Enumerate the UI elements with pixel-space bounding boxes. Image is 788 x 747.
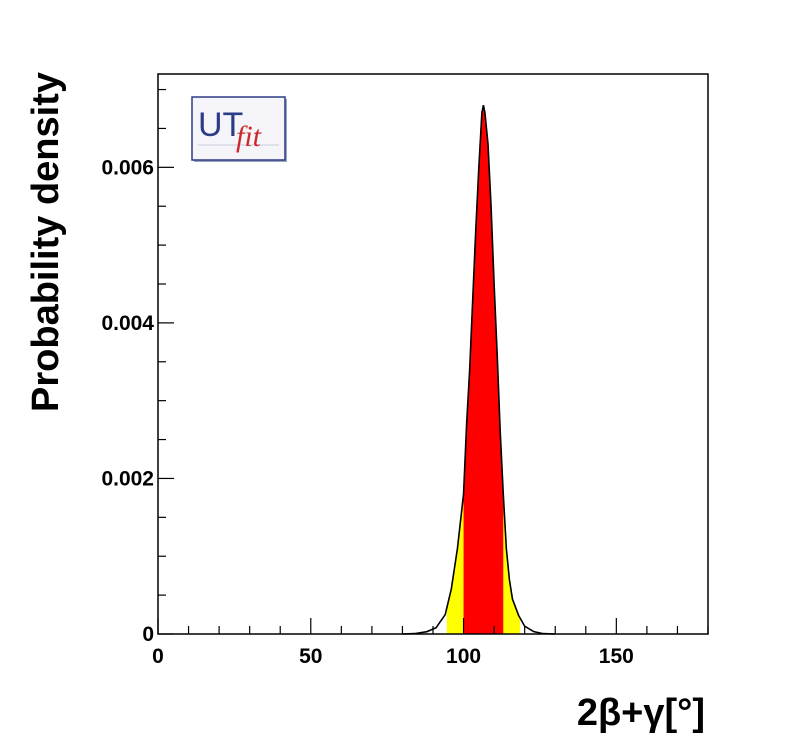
x-axis-title: 2β+γ[°] (577, 692, 705, 734)
logo-text-ut: UT (198, 106, 243, 144)
x-tick-label: 50 (299, 645, 322, 668)
x-tick-label: 0 (152, 645, 164, 668)
x-tick-label: 100 (446, 645, 481, 668)
y-tick-label: 0 (142, 623, 154, 646)
y-tick-label: 0.002 (101, 467, 154, 490)
y-axis-title: Probability density (25, 72, 67, 412)
x-tick-label: 150 (599, 645, 634, 668)
interval-area-68pct (463, 105, 504, 635)
density-curve (402, 104, 556, 635)
logo-box (191, 96, 286, 161)
y-tick-label: 0.004 (101, 312, 154, 335)
interval-areas (446, 105, 521, 635)
tick-labels: 0 50 100 150 0 0.002 0.004 0.006 (101, 156, 633, 668)
axis-ticks (157, 88, 709, 635)
y-tick-label: 0.006 (101, 156, 154, 179)
logo-text-fit: fit (236, 120, 262, 153)
density-curve-layer (402, 104, 556, 635)
utfit-logo: UT fit (191, 96, 287, 162)
